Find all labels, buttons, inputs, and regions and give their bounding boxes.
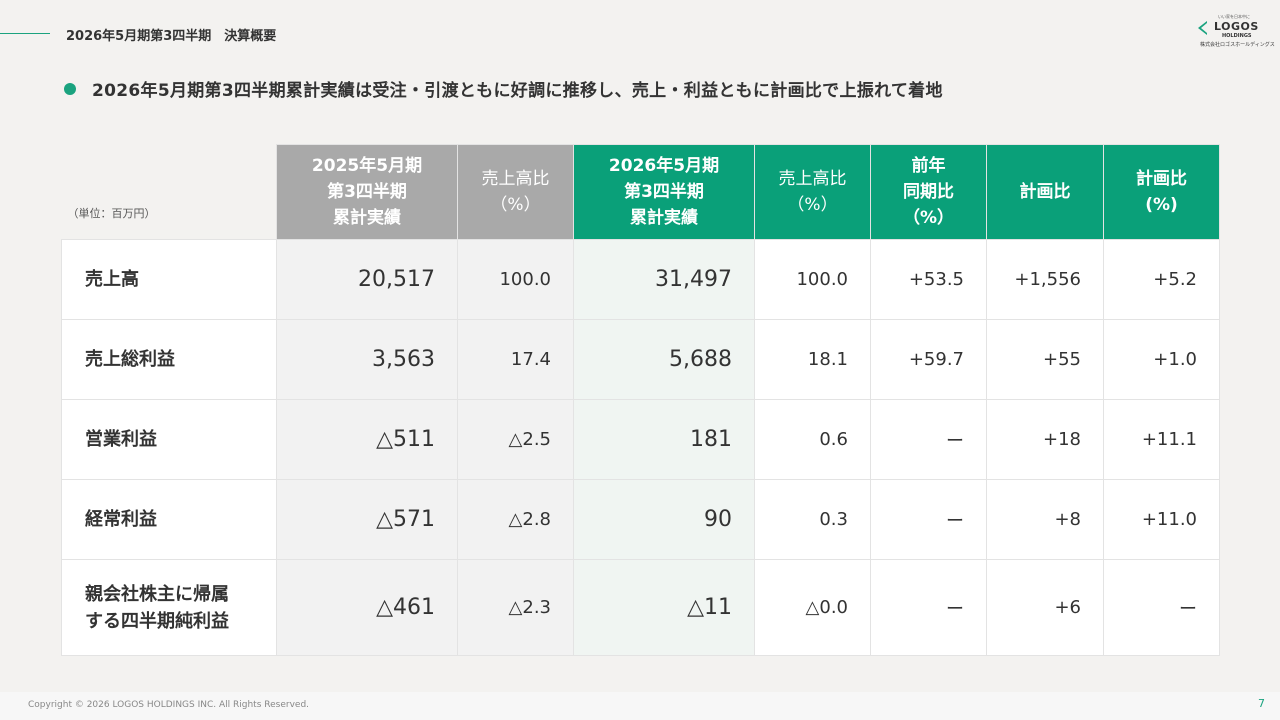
unit-label: （単位：百万円） [61,144,277,240]
cell-cur: 181 [573,399,755,480]
section-title: 2026年5月期第3四半期 決算概要 [66,29,277,44]
cell-prev-ratio: △2.5 [457,399,574,480]
cell-vs-plan-pct: +11.1 [1103,399,1220,480]
cell-vs-plan: +1,556 [986,239,1104,320]
results-table: （単位：百万円） 2025年5月期 第3四半期 累計実績 売上高比 （%） 2026年… [61,144,1220,656]
row-label: 売上総利益 [61,319,277,400]
row-label: 売上高 [61,239,277,320]
col-header-vs-plan: 計画比 [986,144,1104,240]
company-logo: いい家を日本中に LOGOS HOLDINGS 株式会社ロゴスホールディングス [1198,14,1275,48]
cell-cur: △11 [573,559,755,656]
row-label: 経常利益 [61,479,277,560]
col-header-yoy: 前年 同期比 （%） [870,144,987,240]
cell-prev: △571 [276,479,458,560]
cell-vs-plan-pct: +11.0 [1103,479,1220,560]
logo-name: LOGOS [1214,20,1259,33]
cell-cur: 5,688 [573,319,755,400]
cell-vs-plan: +6 [986,559,1104,656]
col-header-prev-ratio: 売上高比 （%） [457,144,574,240]
logo-sub: HOLDINGS [1222,33,1252,39]
cell-yoy: +59.7 [870,319,987,400]
cell-yoy: ー [870,399,987,480]
cell-cur-ratio: 0.6 [754,399,871,480]
cell-prev-ratio: 17.4 [457,319,574,400]
table-row: 売上総利益 3,563 17.4 5,688 18.1 +59.7 +55 +1.0 [61,319,1220,400]
cell-vs-plan-pct: +1.0 [1103,319,1220,400]
header-accent-line [0,33,50,34]
headline: 2026年5月期第3四半期累計実績は受注・引渡ともに好調に推移し、売上・利益とも… [64,76,943,101]
cell-vs-plan-pct: +5.2 [1103,239,1220,320]
cell-cur-ratio: 100.0 [754,239,871,320]
cell-prev-ratio: △2.3 [457,559,574,656]
page-number: 7 [1258,697,1265,710]
cell-prev: △461 [276,559,458,656]
cell-cur-ratio: 0.3 [754,479,871,560]
cell-prev: 3,563 [276,319,458,400]
logo-corp-name: 株式会社ロゴスホールディングス [1200,42,1275,48]
table-row: 営業利益 △511 △2.5 181 0.6 ー +18 +11.1 [61,399,1220,480]
bullet-dot-icon [64,82,76,95]
cell-vs-plan: +8 [986,479,1104,560]
cell-yoy: ー [870,559,987,656]
col-header-prev: 2025年5月期 第3四半期 累計実績 [276,144,458,240]
cell-cur: 31,497 [573,239,755,320]
cell-cur-ratio: 18.1 [754,319,871,400]
table-row: 売上高 20,517 100.0 31,497 100.0 +53.5 +1,556 +5.2 [61,239,1220,320]
cell-cur-ratio: △0.0 [754,559,871,656]
col-header-cur-ratio: 売上高比 （%） [754,144,871,240]
cell-vs-plan: +55 [986,319,1104,400]
headline-text: 2026年5月期第3四半期累計実績は受注・引渡ともに好調に推移し、売上・利益とも… [92,81,943,101]
row-label: 親会社株主に帰属 する四半期純利益 [61,559,277,656]
col-header-cur: 2026年5月期 第3四半期 累計実績 [573,144,755,240]
cell-cur: 90 [573,479,755,560]
logo-tagline: いい家を日本中に [1218,14,1250,19]
cell-prev: 20,517 [276,239,458,320]
footer-band [0,692,1280,720]
table-row: 経常利益 △571 △2.8 90 0.3 ー +8 +11.0 [61,479,1220,560]
cell-vs-plan-pct: ー [1103,559,1220,656]
cell-yoy: +53.5 [870,239,987,320]
row-label: 営業利益 [61,399,277,480]
col-header-vs-plan-pct: 計画比 (%) [1103,144,1220,240]
cell-prev-ratio: 100.0 [457,239,574,320]
cell-prev-ratio: △2.8 [457,479,574,560]
table-row: 親会社株主に帰属 する四半期純利益 △461 △2.3 △11 △0.0 ー +6 ー [61,559,1220,656]
cell-vs-plan: +18 [986,399,1104,480]
copyright: Copyright © 2026 LOGOS HOLDINGS INC. All… [28,700,310,710]
cell-yoy: ー [870,479,987,560]
cell-prev: △511 [276,399,458,480]
